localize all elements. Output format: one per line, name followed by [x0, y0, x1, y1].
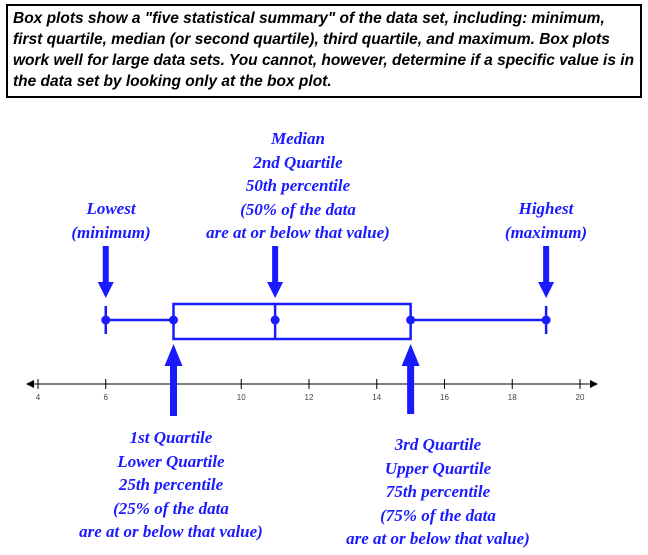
label-line: are at or below that value) [79, 522, 263, 541]
median-arrow-head-icon [267, 282, 284, 298]
tick-label: 10 [237, 393, 246, 402]
tick-label: 4 [36, 393, 41, 402]
median-point [270, 315, 280, 325]
label-line: 1st Quartile [129, 428, 213, 447]
axis-arrow-left [26, 380, 34, 388]
q1-arrow-shaft [170, 360, 177, 416]
tick-label: 14 [372, 393, 381, 402]
highest-arrow-shaft [543, 246, 550, 284]
highest-arrow-head-icon [538, 282, 555, 298]
label-line: Highest [518, 199, 574, 218]
label-q3: 3rd Quartile Upper Quartile 75th percent… [346, 433, 530, 551]
label-line: 2nd Quartile [253, 152, 343, 172]
q3-arrow-head-icon [401, 344, 420, 366]
label-median: Median 2nd Quartile 50th percentile (50%… [206, 127, 390, 245]
label-line: are at or below that value) [206, 223, 390, 242]
axis-arrow-right [590, 380, 598, 388]
label-lowest: Lowest (minimum) [71, 197, 150, 244]
label-line: (25% of the data [113, 498, 229, 518]
label-line: Upper Quartile [384, 458, 492, 478]
q3-arrow-shaft [407, 360, 415, 414]
tick-label: 16 [440, 393, 449, 402]
q3-point [406, 315, 416, 325]
tick-label: 12 [305, 393, 314, 402]
min-point [101, 315, 111, 325]
label-line: Lowest [86, 199, 136, 218]
label-line: Lower Quartile [117, 451, 225, 471]
label-line: (75% of the data [380, 505, 496, 525]
box [172, 302, 412, 341]
q1-arrow-head-icon [164, 344, 183, 366]
q1-point [169, 315, 178, 325]
lowest-arrow-shaft [102, 246, 109, 284]
label-line: Median [271, 129, 325, 148]
label-highest: Highest (maximum) [505, 197, 587, 244]
label-line: (50% of the data [240, 199, 356, 219]
label-line: 50th percentile [245, 176, 351, 195]
median-arrow-shaft [272, 246, 279, 284]
max-point [541, 315, 551, 325]
intro-text-box: Box plots show a "five statistical summa… [6, 4, 642, 98]
tick-label: 18 [508, 393, 517, 402]
tick-label: 6 [104, 393, 109, 402]
label-line: are at or below that value) [346, 529, 530, 548]
label-line: 75th percentile [385, 482, 491, 501]
label-line: (minimum) [71, 222, 151, 242]
label-line: 25th percentile [118, 475, 224, 494]
label-q1: 1st Quartile Lower Quartile 25th percent… [79, 426, 263, 544]
label-line: (maximum) [504, 222, 588, 242]
lowest-arrow-head-icon [97, 282, 114, 298]
label-line: 3rd Quartile [394, 435, 482, 454]
tick-label: 20 [576, 393, 585, 402]
